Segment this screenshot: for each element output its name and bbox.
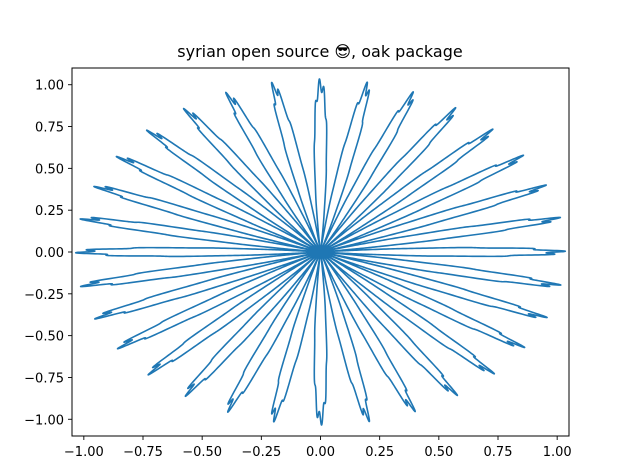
y-tick-label: 0.50 (35, 162, 64, 177)
x-tick-label: 0.50 (424, 445, 453, 460)
y-tick-label: −0.50 (24, 330, 64, 345)
x-tick-label: 0.75 (484, 445, 513, 460)
x-axis: −1.00 −0.75 −0.50 −0.25 0.00 0.25 0.50 0.75 1.00 (64, 436, 572, 460)
y-tick-label: 1.00 (35, 79, 64, 94)
chart-title: syrian open source 😎, oak package (177, 42, 462, 61)
y-tick-label: 0.25 (35, 204, 64, 219)
x-tick-label: 0.25 (365, 445, 394, 460)
x-tick-label: −1.00 (64, 445, 104, 460)
x-tick-label: −0.50 (182, 445, 222, 460)
x-tick-label: 0.00 (306, 445, 335, 460)
plot-area (74, 78, 567, 426)
x-tick-label: −0.25 (241, 445, 281, 460)
y-tick-label: −1.00 (24, 413, 64, 428)
series-line-0 (74, 78, 567, 426)
y-tick-label: 0.00 (35, 246, 64, 261)
x-tick-label: −0.75 (123, 445, 163, 460)
x-tick-label: 1.00 (543, 445, 572, 460)
y-tick-label: −0.75 (24, 371, 64, 386)
y-axis: 1.00 0.75 0.50 0.25 0.00 −0.25 −0.50 −0.75 −1.00 (24, 79, 72, 428)
y-tick-label: 0.75 (35, 121, 64, 136)
y-tick-label: −0.25 (24, 288, 64, 303)
